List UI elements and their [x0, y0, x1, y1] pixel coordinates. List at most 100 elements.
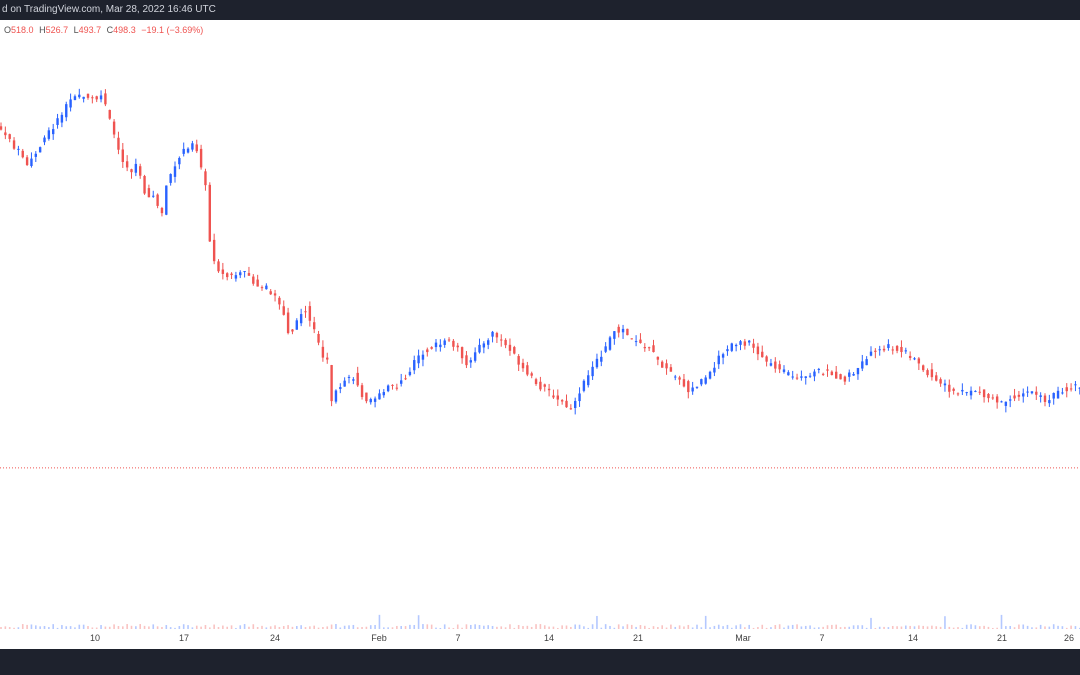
volume-bar — [8, 627, 11, 629]
ohlc-legend: O518.0 H526.7 L493.7 C498.3 −19.1 (−3.69… — [4, 25, 206, 35]
candle — [247, 266, 251, 276]
volume-bar — [21, 624, 24, 629]
volume-bar — [635, 626, 637, 629]
volume-bar — [335, 624, 337, 629]
volume-bar — [313, 625, 315, 629]
volume-bar — [322, 627, 324, 629]
candle — [47, 127, 51, 141]
volume-bar — [1031, 627, 1033, 629]
volume-bar — [978, 626, 981, 629]
candle — [756, 342, 760, 361]
candle — [352, 377, 355, 385]
volume-bar — [535, 624, 537, 629]
volume-bar — [778, 624, 781, 629]
volume-bar — [470, 624, 472, 629]
candle — [1035, 386, 1038, 400]
candle — [195, 139, 198, 154]
candle — [60, 112, 64, 128]
volume-bar — [291, 626, 294, 629]
volume-bar — [430, 624, 433, 629]
candle — [365, 392, 368, 404]
volume-bar — [461, 627, 463, 629]
volume-bar — [48, 627, 50, 629]
volume-bar — [126, 624, 128, 629]
candle — [1000, 400, 1003, 403]
volume-bar — [683, 626, 685, 629]
source-text: d on TradingView.com, Mar 28, 2022 16:46… — [2, 4, 216, 15]
volume-bar — [887, 627, 890, 629]
candle — [930, 363, 934, 381]
volume-bar — [326, 626, 329, 629]
candle — [178, 156, 181, 170]
volume-bar — [0, 627, 2, 629]
volume-bar — [822, 626, 824, 629]
volume-bar — [770, 627, 772, 629]
candle — [565, 394, 568, 408]
x-tick-label: 10 — [90, 633, 100, 643]
volume-bar — [848, 626, 851, 629]
volume-bar — [804, 625, 807, 629]
volume-bar — [304, 627, 307, 629]
source-header: d on TradingView.com, Mar 28, 2022 16:46… — [0, 0, 1080, 20]
candle — [995, 394, 999, 409]
x-tick-label: Feb — [371, 633, 387, 643]
candle — [939, 377, 942, 387]
volume-bar — [369, 625, 372, 629]
candle — [347, 374, 351, 384]
candle — [308, 301, 312, 327]
candle — [713, 362, 716, 377]
candle — [1009, 395, 1012, 408]
volume-bar — [69, 626, 72, 629]
x-tick-label: 14 — [544, 633, 554, 643]
candle — [439, 339, 442, 352]
volume-bar — [1048, 626, 1051, 629]
candle — [317, 330, 320, 346]
volume-bar — [826, 625, 829, 629]
candle — [504, 338, 507, 349]
volume-bar — [456, 624, 459, 629]
candle — [582, 379, 586, 393]
candle — [434, 339, 438, 352]
volume-bar — [487, 625, 489, 629]
volume-bar — [361, 627, 363, 629]
candle — [843, 375, 847, 385]
volume-bar — [504, 627, 507, 629]
volume-bar — [391, 627, 394, 629]
volume-bar — [722, 626, 724, 629]
price-chart[interactable]: 10 17 24 Feb 7 14 21 Mar 7 14 21 26 — [0, 20, 1080, 649]
candle — [1026, 386, 1029, 397]
candle — [526, 361, 529, 377]
volume-bar — [865, 627, 868, 629]
volume-bar — [365, 626, 368, 629]
candle — [852, 372, 855, 376]
candle — [748, 339, 751, 346]
volume-bar — [209, 627, 211, 629]
candle — [830, 370, 834, 376]
volume-bar — [852, 625, 855, 629]
x-tick-label: 24 — [270, 633, 280, 643]
candle — [82, 96, 85, 103]
volume-bar — [330, 624, 333, 629]
candle — [639, 333, 642, 344]
candle — [887, 339, 890, 351]
volume-bar — [287, 625, 289, 629]
volume-bar — [226, 626, 228, 629]
volume-bar — [148, 626, 150, 629]
candle — [421, 350, 425, 367]
candle — [926, 368, 929, 378]
volume-bar — [413, 624, 416, 629]
volume-bar — [439, 627, 442, 629]
candle — [691, 381, 694, 395]
candle — [560, 399, 564, 405]
volume-bar — [539, 624, 542, 629]
volume-bar — [552, 626, 555, 629]
volume-bar — [113, 624, 115, 629]
volume-bar — [522, 626, 524, 629]
candle — [326, 352, 329, 364]
volume-bar — [348, 625, 350, 629]
volume-bar — [617, 624, 620, 629]
volume-bar — [548, 626, 550, 629]
candle — [726, 345, 729, 356]
candle — [382, 389, 385, 398]
candle — [874, 348, 877, 359]
